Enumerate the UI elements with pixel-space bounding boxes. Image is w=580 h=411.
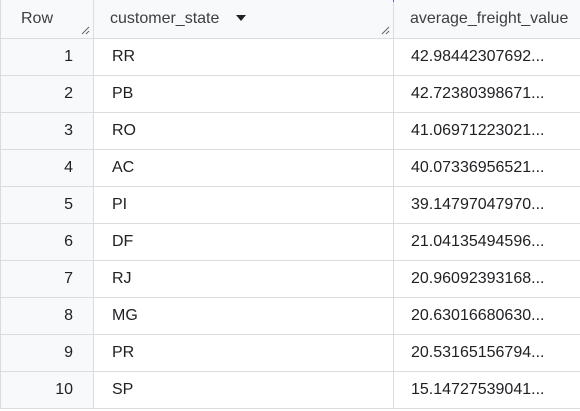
column-header-label: Row: [21, 9, 54, 27]
customer-state-cell[interactable]: PI: [93, 185, 394, 224]
sort-descending-arrow-icon[interactable]: [235, 14, 246, 21]
table-row[interactable]: 9 PR 20.53165156794...: [0, 333, 580, 372]
row-number-cell[interactable]: 6: [0, 222, 94, 261]
customer-state-cell[interactable]: DF: [93, 222, 394, 261]
average-freight-value-cell[interactable]: 40.07336956521...: [393, 148, 580, 187]
average-freight-value-cell[interactable]: 21.04135494596...: [393, 222, 580, 261]
table-row[interactable]: 2 PB 42.72380398671...: [0, 74, 580, 113]
table-row[interactable]: 8 MG 20.63016680630...: [0, 296, 580, 335]
row-number-cell[interactable]: 3: [0, 111, 94, 150]
average-freight-value-cell[interactable]: 20.53165156794...: [393, 333, 580, 372]
table-row[interactable]: 10 SP 15.14727539041...: [0, 370, 580, 409]
average-freight-value-cell[interactable]: 41.06971223021...: [393, 111, 580, 150]
row-number-cell[interactable]: 2: [0, 74, 94, 113]
column-header-label: average_freight_value: [410, 9, 569, 27]
average-freight-value-cell[interactable]: 42.98442307692...: [393, 37, 580, 76]
table-row[interactable]: 7 RJ 20.96092393168...: [0, 259, 580, 298]
table-row[interactable]: 4 AC 40.07336956521...: [0, 148, 580, 187]
column-resize-icon[interactable]: [80, 25, 90, 35]
column-header-label: customer_state: [110, 9, 220, 27]
row-number-cell[interactable]: 5: [0, 185, 94, 224]
column-header-average-freight-value[interactable]: average_freight_value: [393, 0, 580, 39]
customer-state-cell[interactable]: PB: [93, 74, 394, 113]
table-row[interactable]: 6 DF 21.04135494596...: [0, 222, 580, 261]
average-freight-value-cell[interactable]: 20.63016680630...: [393, 296, 580, 335]
row-number-cell[interactable]: 1: [0, 37, 94, 76]
average-freight-value-cell[interactable]: 20.96092393168...: [393, 259, 580, 298]
row-number-cell[interactable]: 7: [0, 259, 94, 298]
average-freight-value-cell[interactable]: 42.72380398671...: [393, 74, 580, 113]
row-number-cell[interactable]: 4: [0, 148, 94, 187]
average-freight-value-cell[interactable]: 39.14797047970...: [393, 185, 580, 224]
row-number-cell[interactable]: 9: [0, 333, 94, 372]
average-freight-value-cell[interactable]: 15.14727539041...: [393, 370, 580, 409]
customer-state-cell[interactable]: AC: [93, 148, 394, 187]
customer-state-cell[interactable]: RJ: [93, 259, 394, 298]
column-resize-icon[interactable]: [380, 25, 390, 35]
customer-state-cell[interactable]: MG: [93, 296, 394, 335]
table-row[interactable]: 3 RO 41.06971223021...: [0, 111, 580, 150]
column-header-row[interactable]: Row: [0, 0, 94, 39]
row-number-cell[interactable]: 10: [0, 370, 94, 409]
table-row[interactable]: 5 PI 39.14797047970...: [0, 185, 580, 224]
row-number-cell[interactable]: 8: [0, 296, 94, 335]
header-row: Row customer_state average_freight_value: [0, 0, 580, 39]
table-row[interactable]: 1 RR 42.98442307692...: [0, 37, 580, 76]
customer-state-cell[interactable]: SP: [93, 370, 394, 409]
customer-state-cell[interactable]: PR: [93, 333, 394, 372]
column-header-customer-state[interactable]: customer_state: [93, 0, 394, 39]
customer-state-cell[interactable]: RR: [93, 37, 394, 76]
customer-state-cell[interactable]: RO: [93, 111, 394, 150]
